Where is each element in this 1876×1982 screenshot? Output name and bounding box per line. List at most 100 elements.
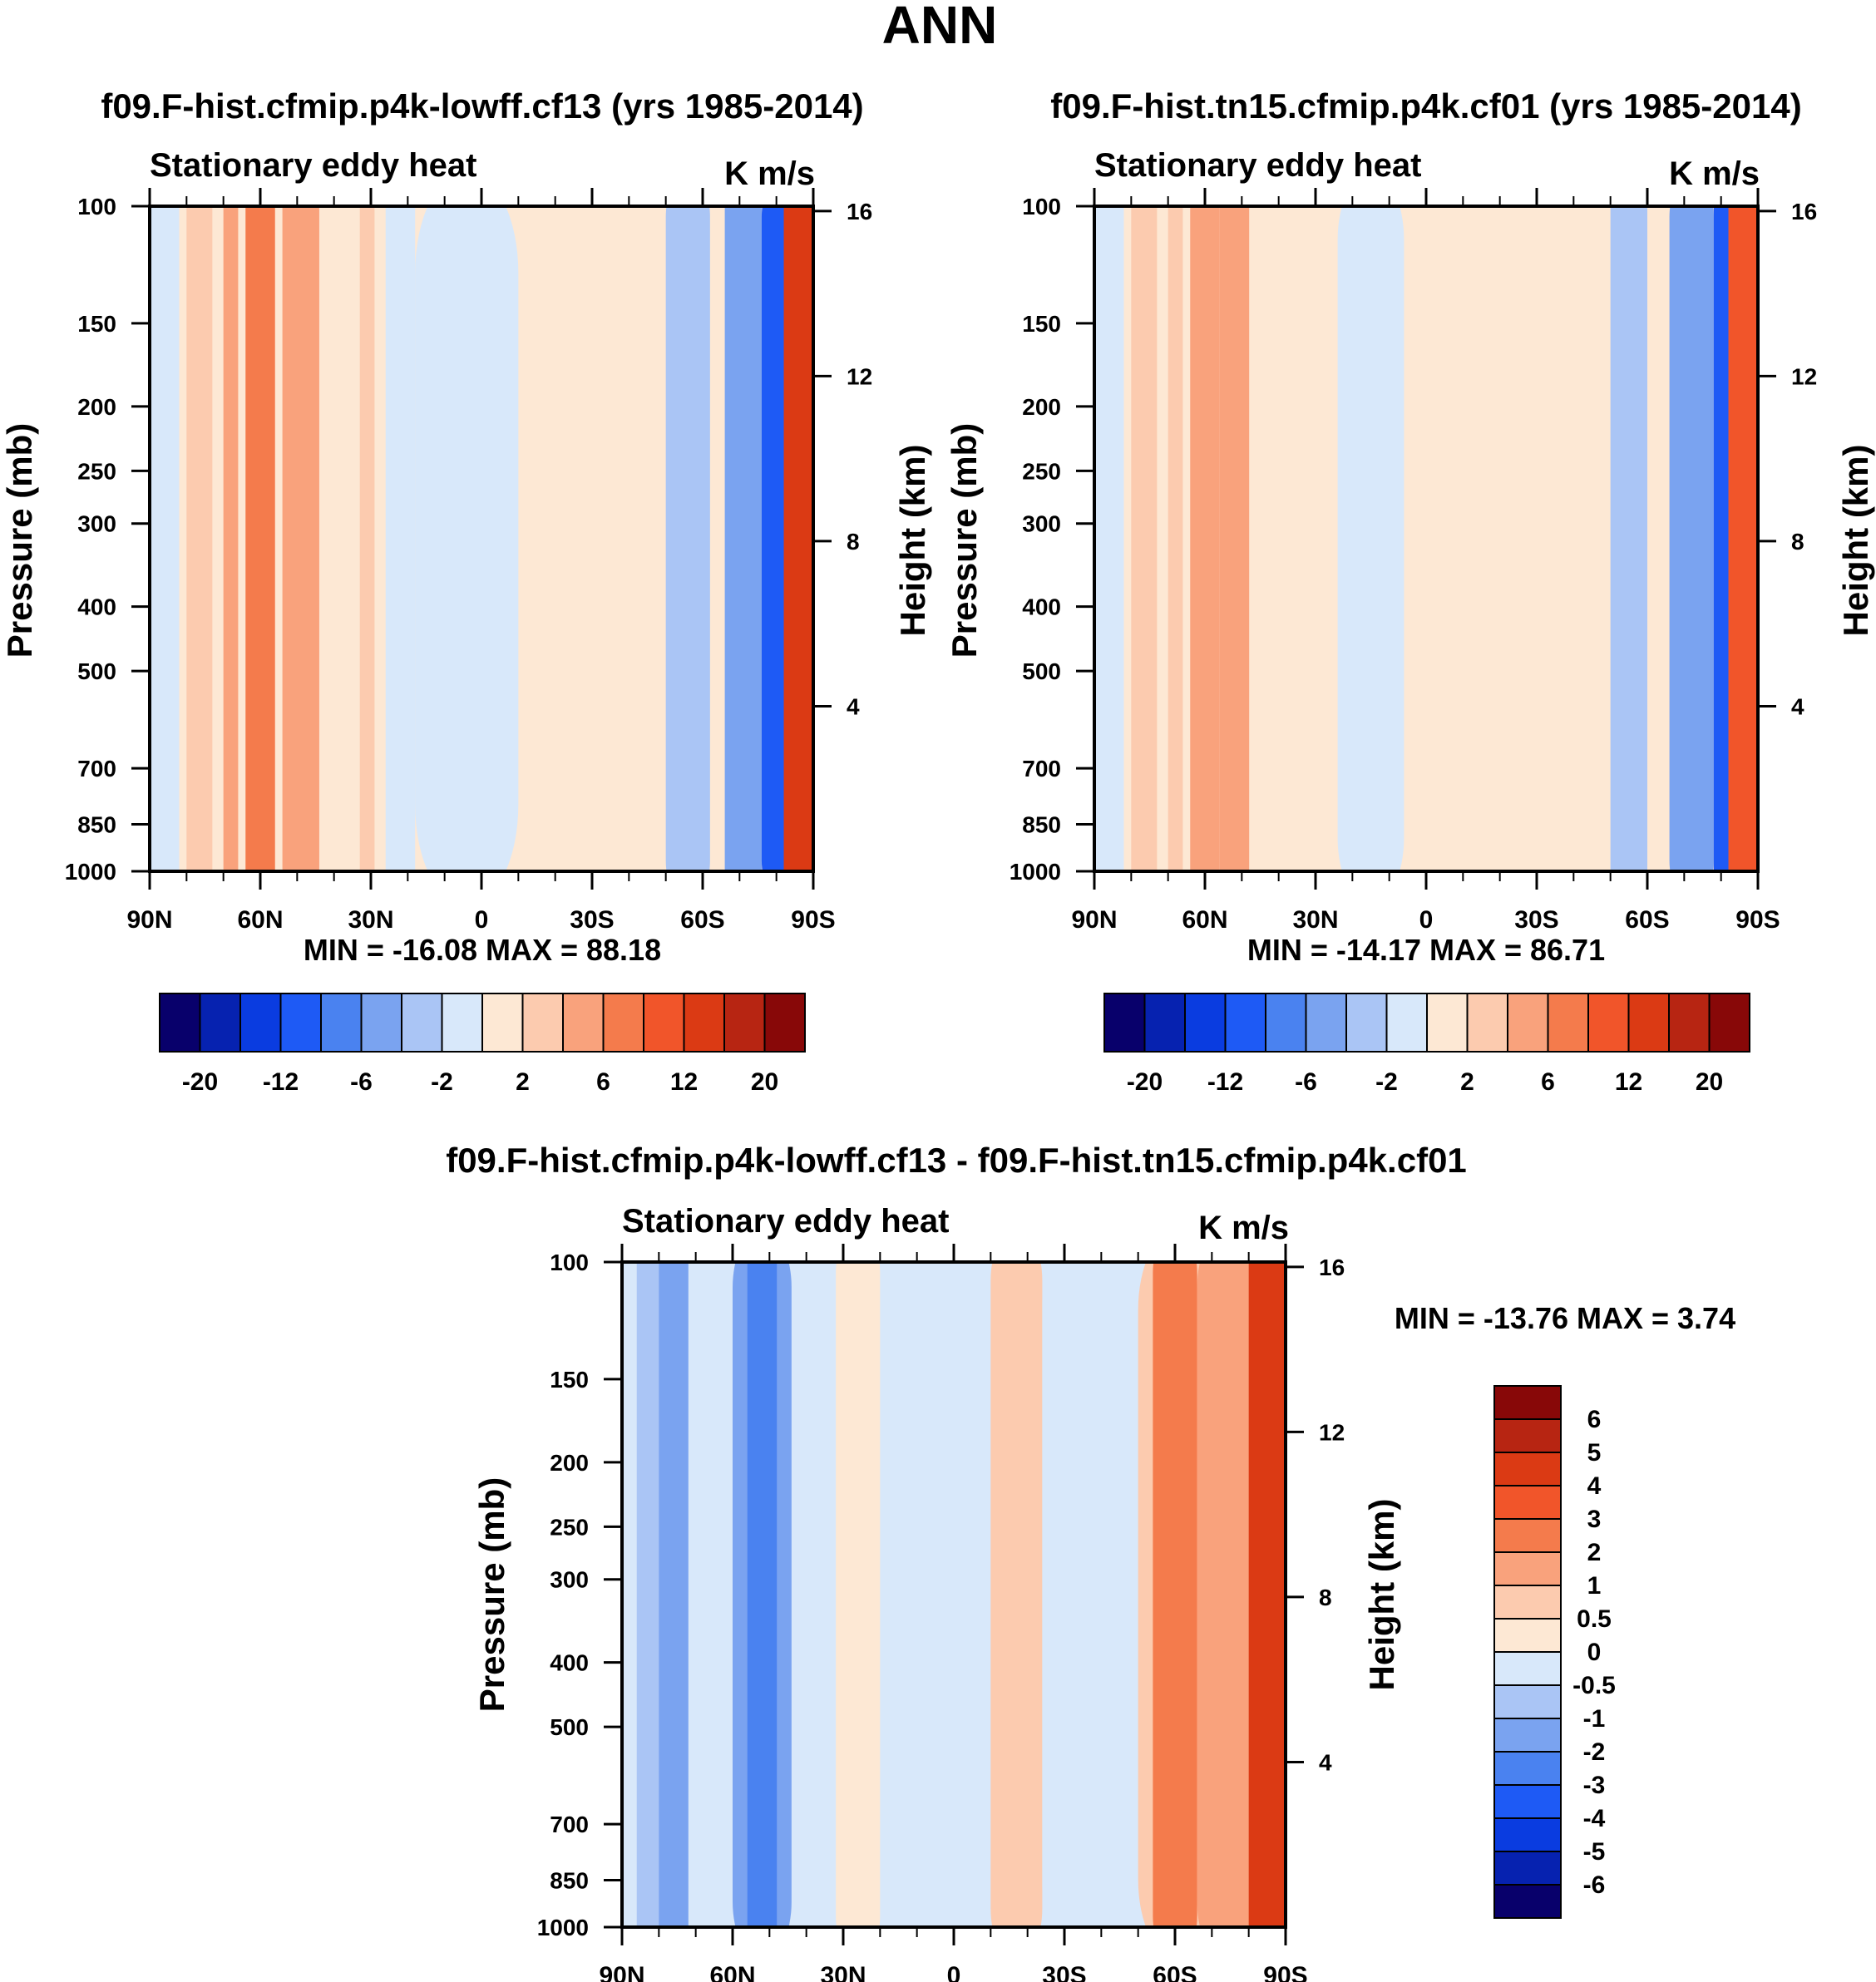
x-tick-label: 60N xyxy=(1182,906,1227,934)
y-tick-label: 400 xyxy=(77,594,116,620)
colorbar-label: 1 xyxy=(1587,1572,1602,1600)
colorbar-label: -5 xyxy=(1583,1838,1606,1866)
colorbar-swatch xyxy=(763,993,806,1053)
colorbar-swatch xyxy=(360,993,402,1053)
y-tick-label: 200 xyxy=(77,394,116,420)
x-tick-label: 60N xyxy=(237,906,283,934)
field-band-4 xyxy=(747,1262,778,1927)
colorbar-label: -2 xyxy=(1583,1738,1606,1766)
field-band-6 xyxy=(836,1262,881,1927)
panel-3-colorbar: 6 5 4 3 2 1 0.5 0 -0.5 -1 -2 -3 -4 -5 -6 xyxy=(1493,1385,1616,1919)
colorbar-label: -3 xyxy=(1583,1772,1606,1799)
y2-tick-label: 12 xyxy=(1791,363,1817,389)
colorbar-swatch xyxy=(1493,1751,1562,1786)
x-tick-label: 30N xyxy=(1292,906,1338,934)
field-band-8 xyxy=(415,206,519,871)
x-tick-label: 30S xyxy=(1042,1962,1086,1982)
field-band-14 xyxy=(783,206,813,871)
field-band-5 xyxy=(791,1262,829,1927)
colorbar-label: -20 xyxy=(1127,1068,1163,1096)
colorbar-swatch xyxy=(1103,993,1146,1053)
colorbar-label: 6 xyxy=(1587,1406,1602,1433)
colorbar-label: -12 xyxy=(263,1068,299,1096)
field-band-1 xyxy=(1131,206,1158,871)
field-band-10 xyxy=(592,206,622,871)
colorbar-swatch xyxy=(199,993,241,1053)
x-tick-label: 90S xyxy=(791,906,835,934)
x-tick-label: 0 xyxy=(1419,906,1434,934)
x-tick-label: 60S xyxy=(1153,1962,1197,1982)
x-tick-label: 0 xyxy=(947,1962,961,1982)
panel-3-ylabel: Pressure (mb) xyxy=(472,1477,511,1712)
field-band-8 xyxy=(1440,206,1479,871)
field-band-2 xyxy=(695,1262,726,1927)
colorbar-swatch xyxy=(562,993,605,1053)
colorbar-swatch xyxy=(683,993,725,1053)
colorbar-label: 12 xyxy=(670,1068,698,1096)
colorbar-swatch xyxy=(1668,993,1711,1053)
colorbar-swatch xyxy=(1547,993,1589,1053)
field-band-9 xyxy=(1042,1262,1117,1927)
y-tick-label: 1000 xyxy=(537,1915,589,1940)
colorbar-swatch xyxy=(1184,993,1227,1053)
colorbar-label: 20 xyxy=(1696,1068,1723,1096)
field-band-9 xyxy=(1537,206,1567,871)
field-band-3 xyxy=(245,206,275,871)
panel-2-min-max: MIN = -14.17 MAX = 86.71 xyxy=(1247,933,1605,967)
panel-2-plot-area: 90N 60N 30N 0 30S 60S 90S 100 150 200 250 300 400 500… xyxy=(1010,188,1817,934)
colorbar-label: 6 xyxy=(596,1068,610,1096)
x-tick-label: 90N xyxy=(1071,906,1117,934)
field-band-2 xyxy=(1168,206,1183,871)
colorbar-label: 0 xyxy=(1587,1639,1602,1666)
field-band-13 xyxy=(1728,206,1758,871)
y-tick-label: 200 xyxy=(1022,394,1061,420)
colorbar-swatch xyxy=(481,993,524,1053)
panel-3-y2label: Height (km) xyxy=(1362,1499,1401,1691)
colorbar-swatch xyxy=(1493,1618,1562,1653)
y-tick-label: 700 xyxy=(550,1812,589,1837)
panel-2-y2label: Height (km) xyxy=(1836,445,1875,637)
colorbar-label: 5 xyxy=(1587,1439,1602,1467)
x-tick-label: 60N xyxy=(709,1962,755,1982)
field-band-11 xyxy=(1669,206,1714,871)
field-band-0 xyxy=(150,206,180,871)
colorbar-label: 12 xyxy=(1615,1068,1642,1096)
colorbar-swatch xyxy=(602,993,644,1053)
field-band-12 xyxy=(1197,1262,1256,1927)
colorbar-label: -1 xyxy=(1583,1705,1606,1733)
x-tick-label: 90N xyxy=(599,1962,644,1982)
colorbar-label: -6 xyxy=(1583,1871,1606,1899)
field-band-13 xyxy=(1248,1262,1286,1927)
colorbar-swatch xyxy=(1143,993,1186,1053)
field-band-2 xyxy=(223,206,239,871)
colorbar-label: -2 xyxy=(431,1068,453,1096)
y-tick-label: 700 xyxy=(77,756,116,781)
panel-2: f09.F-hist.tn15.cfmip.p4k.cf01 (yrs 1985… xyxy=(945,86,1875,1096)
y-tick-label: 250 xyxy=(1022,458,1061,484)
y-tick-label: 100 xyxy=(77,194,116,219)
x-tick-label: 90S xyxy=(1263,1962,1307,1982)
colorbar-swatch xyxy=(320,993,363,1053)
panel-1-left-label: Stationary eddy heat xyxy=(150,147,476,184)
y-tick-label: 850 xyxy=(550,1868,589,1894)
panel-1-title: f09.F-hist.cfmip.p4k-lowff.cf13 (yrs 198… xyxy=(101,86,863,126)
panel-3-right-label: K m/s xyxy=(1198,1210,1289,1246)
colorbar-swatch xyxy=(1493,1718,1562,1753)
y-tick-label: 400 xyxy=(1022,594,1061,620)
x-tick-label: 30N xyxy=(348,906,393,934)
colorbar-swatch xyxy=(1466,993,1508,1053)
colorbar-label: 2 xyxy=(516,1068,530,1096)
y2-tick-label: 4 xyxy=(1791,693,1804,719)
y-tick-label: 300 xyxy=(77,511,116,537)
colorbar-label: 4 xyxy=(1587,1472,1602,1500)
y2-tick-label: 16 xyxy=(1319,1255,1345,1280)
y-tick-label: 500 xyxy=(1022,658,1061,684)
panel-3: f09.F-hist.cfmip.p4k-lowff.cf13 - f09.F-… xyxy=(446,1141,1735,1982)
y-tick-label: 300 xyxy=(1022,511,1061,537)
colorbar-label: 2 xyxy=(1587,1539,1602,1566)
colorbar-swatch xyxy=(1708,993,1750,1053)
panel-3-left-label: Stationary eddy heat xyxy=(622,1203,949,1240)
y2-tick-label: 12 xyxy=(1319,1419,1345,1445)
y-tick-label: 200 xyxy=(550,1450,589,1476)
colorbar-label: -12 xyxy=(1207,1068,1243,1096)
